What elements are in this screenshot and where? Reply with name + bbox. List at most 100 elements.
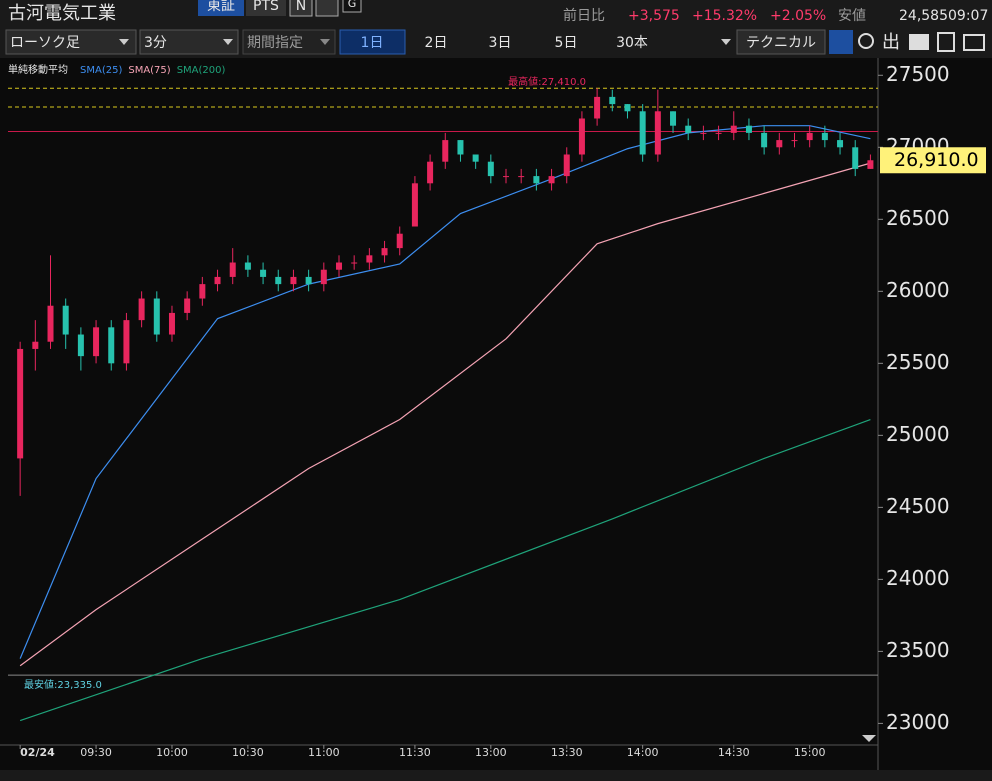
candle-body bbox=[275, 276, 282, 285]
footer bbox=[0, 770, 992, 781]
annotation: 最高値:27,410.0 bbox=[508, 75, 586, 88]
candle-body bbox=[184, 298, 191, 313]
candle-body bbox=[685, 125, 692, 133]
pts-tab[interactable] bbox=[246, 0, 286, 16]
low-value: 24,585 bbox=[899, 8, 948, 24]
candle-body bbox=[806, 132, 813, 141]
candle-body bbox=[761, 132, 768, 148]
n-label[interactable]: N bbox=[296, 0, 306, 14]
sma-line bbox=[19, 125, 871, 659]
candle-body bbox=[503, 176, 510, 178]
range-label[interactable]: 30本 bbox=[616, 35, 648, 51]
candle-body bbox=[472, 154, 479, 162]
chart-button[interactable] bbox=[909, 34, 929, 50]
candle-body bbox=[320, 269, 327, 285]
dropdown-arrow bbox=[223, 39, 233, 45]
candle-body bbox=[715, 132, 722, 134]
range-label[interactable]: 3日 bbox=[489, 35, 512, 51]
candle-body bbox=[32, 341, 39, 349]
interval-label[interactable]: 3分 bbox=[144, 35, 167, 51]
n-button[interactable] bbox=[289, 0, 313, 17]
candle-body bbox=[396, 233, 403, 249]
time: 09:07 bbox=[948, 8, 988, 24]
scroll-arrow[interactable] bbox=[862, 735, 876, 742]
y-tick-label: 23000 bbox=[886, 710, 950, 734]
range-label[interactable]: 2日 bbox=[425, 35, 448, 51]
legend-entry: SMA(200) bbox=[177, 65, 226, 76]
dropdown-arrow bbox=[320, 39, 330, 45]
x-tick-label: 13:30 bbox=[551, 746, 583, 759]
y-tick-label: 24000 bbox=[886, 566, 950, 590]
y-tick-label: 26500 bbox=[886, 206, 950, 230]
candle-body bbox=[639, 111, 646, 155]
y-tick-label: 27500 bbox=[886, 62, 950, 86]
period-select[interactable] bbox=[242, 29, 336, 55]
candle-body bbox=[260, 269, 267, 277]
y-tick-label: 26000 bbox=[886, 278, 950, 302]
x-tick-label: 15:00 bbox=[794, 746, 826, 759]
y-tick-label: 25500 bbox=[886, 350, 950, 374]
chart-area bbox=[0, 58, 992, 781]
candle-body bbox=[168, 312, 175, 335]
alert-button[interactable] bbox=[315, 0, 339, 17]
market-tab-label[interactable]: 東証 bbox=[207, 0, 235, 14]
candle-body bbox=[214, 276, 221, 285]
candle-body bbox=[305, 276, 312, 285]
candle-body bbox=[852, 147, 859, 169]
candle-body bbox=[745, 125, 752, 133]
candle-body bbox=[730, 125, 737, 133]
change-label: 前日比 bbox=[563, 7, 605, 24]
folder-button[interactable] bbox=[963, 34, 985, 51]
range-label[interactable]: 5日 bbox=[555, 35, 578, 51]
candle-body bbox=[776, 140, 783, 148]
g-label[interactable]: G bbox=[348, 0, 357, 10]
g-button[interactable] bbox=[342, 0, 362, 13]
candle-body bbox=[366, 255, 373, 263]
candle-body bbox=[290, 276, 297, 285]
last-price-label: 26,910.0 bbox=[894, 149, 979, 171]
out-button[interactable]: 出 bbox=[882, 32, 900, 53]
range-label[interactable]: 1日 bbox=[361, 35, 384, 51]
last-price-box bbox=[880, 147, 986, 174]
candle-body bbox=[93, 327, 100, 357]
period-label[interactable]: 期間指定 bbox=[247, 35, 303, 51]
kind-label[interactable]: ローソク足 bbox=[10, 35, 80, 51]
candle-body bbox=[153, 298, 160, 335]
candle-body bbox=[17, 348, 24, 459]
candle-body bbox=[594, 96, 601, 119]
dropdown-arrow[interactable] bbox=[721, 39, 731, 45]
candle-body bbox=[351, 262, 358, 264]
x-tick-label: 13:00 bbox=[475, 746, 507, 759]
candle-body bbox=[411, 183, 418, 227]
pts-tab-label[interactable]: PTS bbox=[253, 0, 279, 14]
technical-button[interactable] bbox=[736, 29, 826, 55]
kind-select[interactable] bbox=[5, 29, 137, 55]
change-pct2: +2.05% bbox=[770, 8, 826, 24]
draw-button[interactable] bbox=[829, 30, 853, 54]
candle-body bbox=[867, 160, 874, 169]
candle-body bbox=[791, 140, 798, 142]
zoom-button[interactable] bbox=[858, 33, 874, 49]
technical-label[interactable]: テクニカル bbox=[746, 35, 816, 51]
candle-body bbox=[533, 176, 540, 184]
legend-entry: SMA(75) bbox=[128, 65, 170, 76]
x-tick-label: 11:00 bbox=[308, 746, 340, 759]
stock-name: 古河電気工業 bbox=[8, 3, 116, 24]
candle-body bbox=[487, 161, 494, 177]
interval-select[interactable] bbox=[139, 29, 239, 55]
x-tick-label: 09:30 bbox=[80, 746, 112, 759]
legend-entry: SMA(25) bbox=[80, 65, 122, 76]
range-1d[interactable] bbox=[339, 29, 406, 55]
sma-line bbox=[19, 418, 871, 722]
change: +3,575 bbox=[628, 8, 680, 24]
save-button[interactable] bbox=[937, 32, 955, 52]
candle-body bbox=[700, 132, 707, 134]
candle-body bbox=[77, 334, 84, 357]
market-tab[interactable] bbox=[198, 0, 244, 16]
candle-body bbox=[457, 140, 464, 155]
candle-body bbox=[563, 154, 570, 177]
low-label: 安値 bbox=[838, 8, 866, 24]
candle-body bbox=[229, 262, 236, 277]
y-tick-label: 23500 bbox=[886, 638, 950, 662]
candle-body bbox=[442, 140, 449, 162]
